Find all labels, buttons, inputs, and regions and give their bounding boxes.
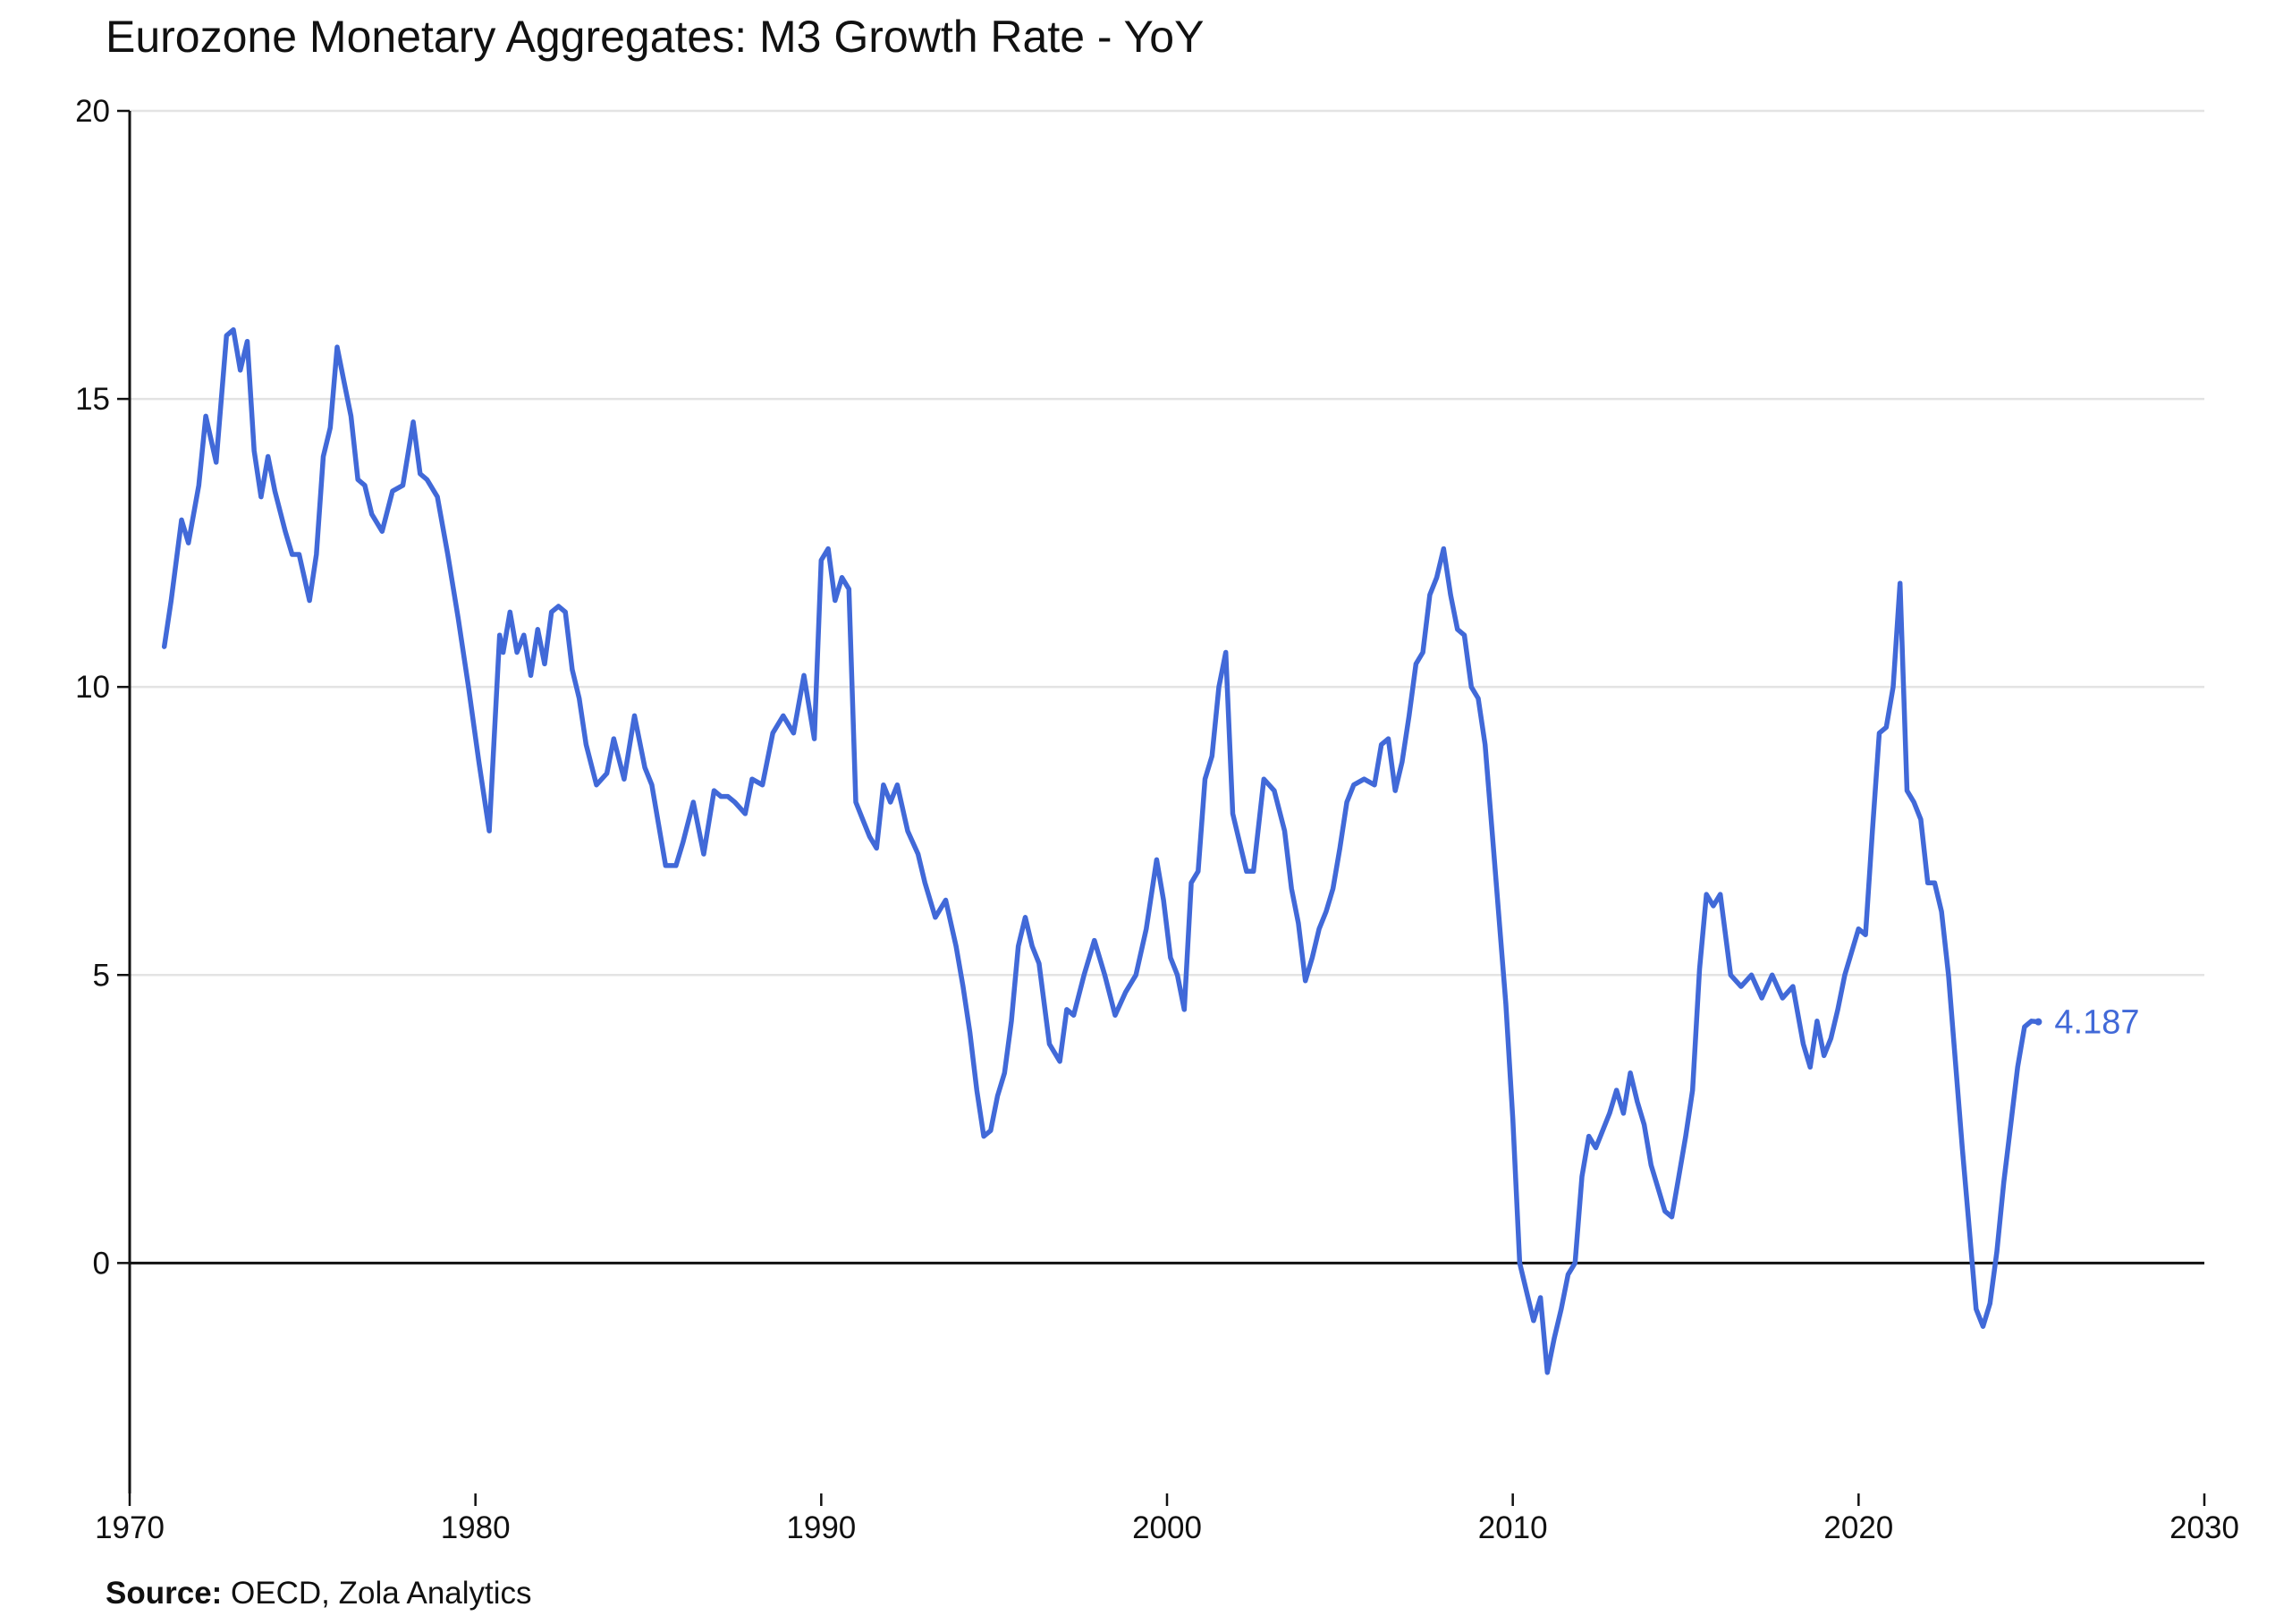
source-label: Source: xyxy=(106,1576,223,1611)
y-tick-label-20: 20 xyxy=(75,94,110,129)
source-text: OECD, Zola Analytics xyxy=(222,1576,532,1611)
series-end-point xyxy=(2034,1018,2042,1026)
x-tick-label-2010: 2010 xyxy=(1478,1510,1548,1545)
x-tick-label-2000: 2000 xyxy=(1132,1510,1202,1545)
x-tick-label-1970: 1970 xyxy=(95,1510,165,1545)
y-tick-label-5: 5 xyxy=(93,958,110,993)
x-tick-label-2030: 2030 xyxy=(2169,1510,2239,1545)
axes xyxy=(117,109,2206,1506)
series-end-label: 4.187 xyxy=(2054,1004,2139,1042)
source-note: Source: OECD, Zola Analytics xyxy=(106,1576,532,1611)
y-tick-label-10: 10 xyxy=(75,670,110,705)
x-tick-label-1990: 1990 xyxy=(786,1510,856,1545)
series-line-m3-growth xyxy=(161,327,2042,1375)
y-tick-label-15: 15 xyxy=(75,382,110,417)
chart-title: Eurozone Monetary Aggregates: M3 Growth … xyxy=(106,12,1205,62)
series-layer xyxy=(161,327,2042,1375)
x-tick-label-1980: 1980 xyxy=(441,1510,511,1545)
labels: 0 5 10 15 20 1970 1980 1990 2000 2010 2020 2030 4.18… xyxy=(75,94,2239,1545)
gridlines xyxy=(130,109,2204,977)
y-tick-label-0: 0 xyxy=(93,1246,110,1281)
x-tick-label-2020: 2020 xyxy=(1823,1510,1893,1545)
